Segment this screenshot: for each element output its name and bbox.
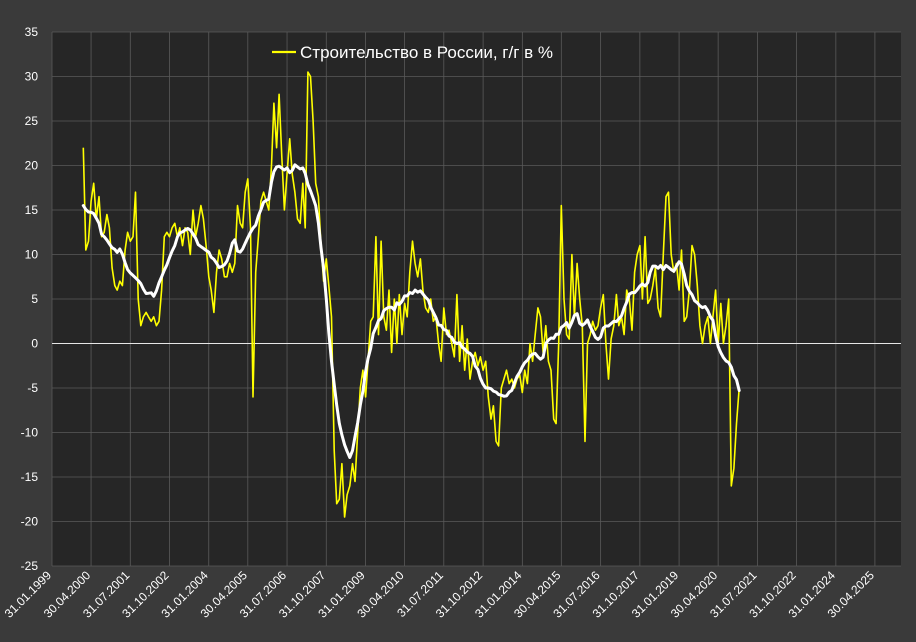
y-axis-tick-labels: -25 -20 -15 -10 -5 0 5 10 15 20 25 30 35 bbox=[21, 25, 39, 573]
x-gridlines bbox=[51, 32, 876, 566]
y-tick-label: 20 bbox=[25, 159, 39, 173]
y-tick-label: 5 bbox=[31, 292, 38, 306]
y-tick-label: -25 bbox=[21, 559, 39, 573]
y-tick-label: 0 bbox=[31, 337, 38, 351]
legend: Строительство в России, г/г в % bbox=[272, 43, 553, 62]
legend-label: Строительство в России, г/г в % bbox=[300, 43, 553, 62]
y-tick-label: 30 bbox=[25, 70, 39, 84]
y-tick-label: 35 bbox=[25, 25, 39, 39]
y-tick-label: 25 bbox=[25, 114, 39, 128]
y-tick-label: -5 bbox=[27, 381, 38, 395]
y-tick-label: -20 bbox=[21, 515, 39, 529]
series-line-raw bbox=[82, 71, 740, 518]
y-tick-label: -10 bbox=[21, 426, 39, 440]
y-tick-label: -15 bbox=[21, 470, 39, 484]
series-line-smoothed bbox=[81, 163, 741, 459]
y-tick-label: 10 bbox=[25, 248, 39, 262]
y-tick-label: 15 bbox=[25, 203, 39, 217]
